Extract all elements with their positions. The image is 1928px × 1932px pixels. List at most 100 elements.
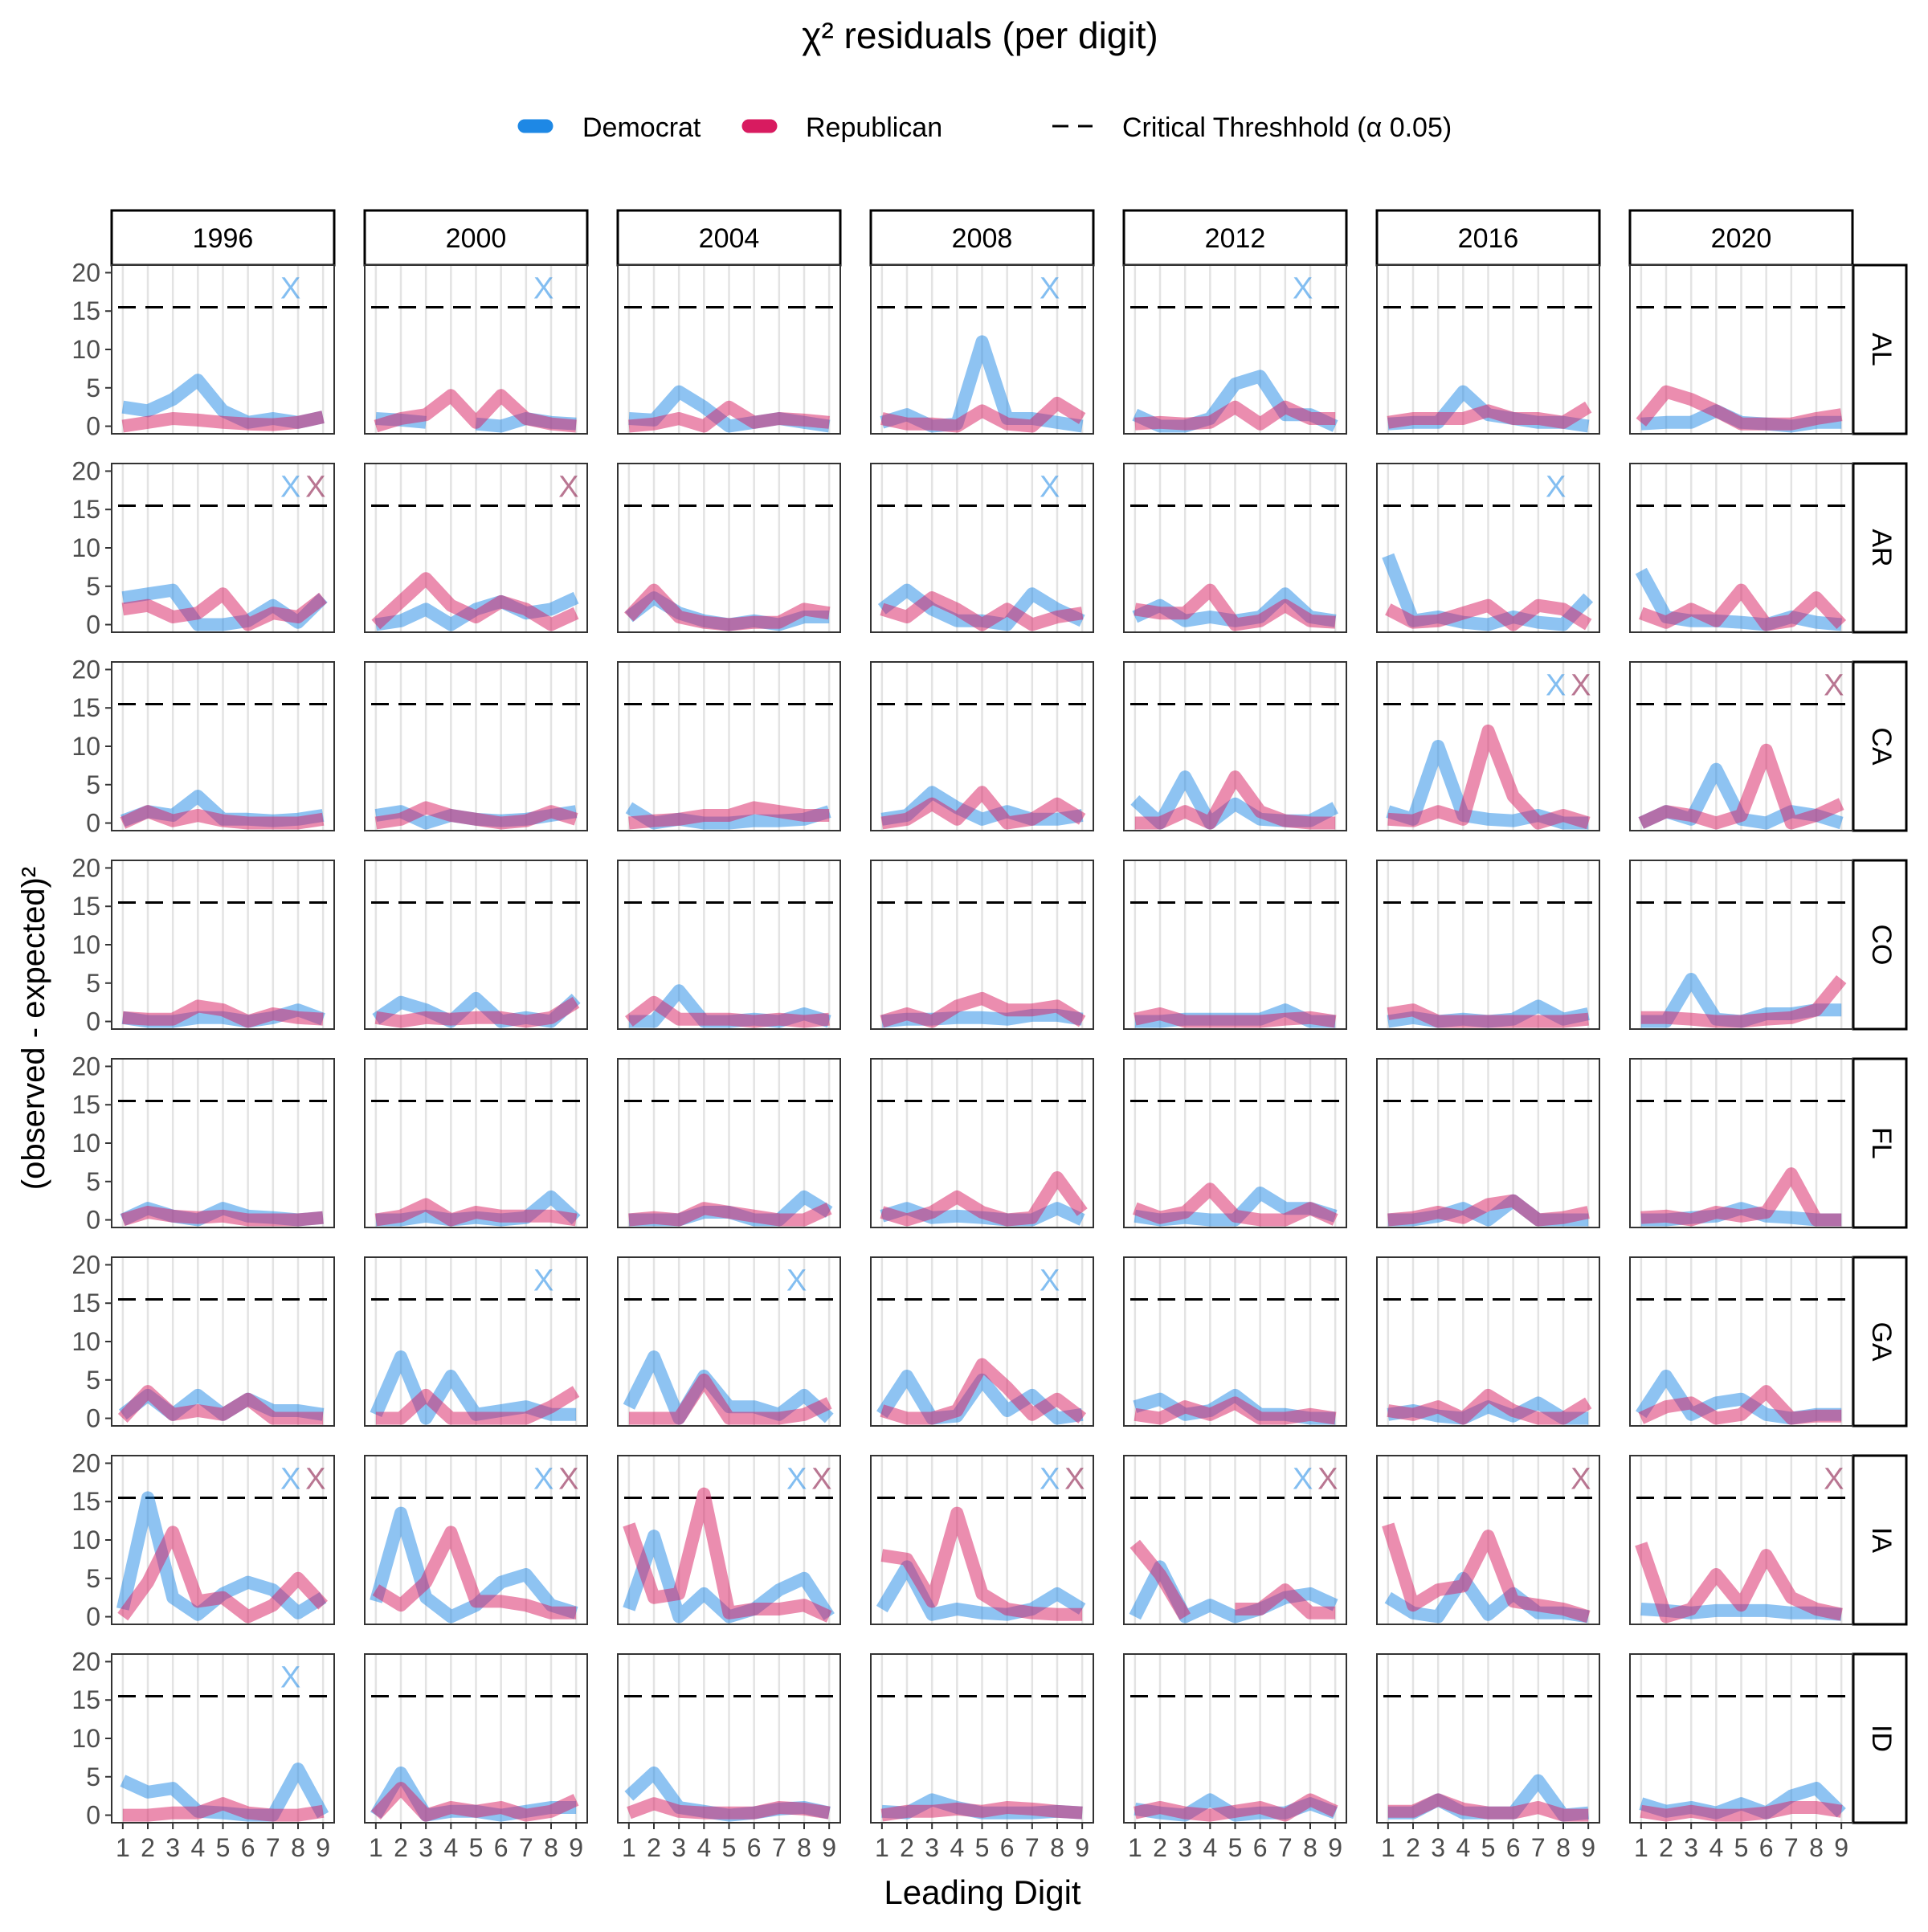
x-tick-label: 7 xyxy=(772,1833,786,1862)
legend-threshold-label: Critical Threshhold (α 0.05) xyxy=(1122,112,1452,143)
panel-CO-2016 xyxy=(1376,860,1600,1030)
x-tick-label: 7 xyxy=(1278,1833,1293,1862)
panel-border xyxy=(1376,661,1600,831)
panel-border xyxy=(364,1256,588,1427)
republican-line xyxy=(880,991,1086,1028)
panel-border xyxy=(870,661,1094,831)
x-tick-label: 8 xyxy=(1809,1833,1824,1862)
republican-line xyxy=(1387,1003,1589,1028)
panel-border xyxy=(364,264,588,435)
panel-CO-2012 xyxy=(1123,860,1347,1030)
republican-line xyxy=(880,1171,1088,1227)
x-tick-label: 4 xyxy=(1456,1833,1470,1862)
democrat-flag-marker: X xyxy=(1040,272,1060,306)
panel-GA-1996 xyxy=(111,1256,335,1427)
democrat-line xyxy=(374,591,579,631)
year-strip-label-2000: 2000 xyxy=(446,223,507,254)
panel-border xyxy=(1376,463,1600,633)
democrat-flag-marker: X xyxy=(786,1264,807,1298)
x-tick-label: 2 xyxy=(647,1833,661,1862)
panel-border xyxy=(1376,264,1600,435)
panel-border xyxy=(111,463,335,633)
x-tick-label: 2 xyxy=(394,1833,408,1862)
panel-border xyxy=(617,860,841,1030)
x-tick-label: 4 xyxy=(443,1833,458,1862)
x-tick-label: 1 xyxy=(875,1833,889,1862)
y-tick-label: 5 xyxy=(86,969,100,998)
republican-line xyxy=(122,999,324,1028)
panel-border xyxy=(870,1455,1094,1625)
panel-border xyxy=(870,1653,1094,1824)
x-tick-label: 7 xyxy=(519,1833,533,1862)
panel-AL-2012: X xyxy=(1123,264,1347,435)
panel-FL-2000 xyxy=(364,1058,588,1228)
y-tick-label: 10 xyxy=(71,1327,100,1356)
panel-AL-1996: X xyxy=(111,264,335,435)
state-strip-CA xyxy=(1852,660,1908,832)
x-tick-label: 2 xyxy=(1406,1833,1420,1862)
panel-border xyxy=(1629,1058,1853,1228)
panel-ID-2004 xyxy=(617,1653,841,1824)
republican-line xyxy=(1638,743,1844,830)
panel-border xyxy=(1123,661,1347,831)
year-strip-label-2016: 2016 xyxy=(1458,223,1519,254)
y-tick-label: 15 xyxy=(71,1090,100,1119)
y-tick-label: 15 xyxy=(71,693,100,722)
republican-line xyxy=(1134,770,1336,830)
y-tick-label: 5 xyxy=(86,1564,100,1593)
republican-line xyxy=(117,1526,328,1624)
year-strip-label-2012: 2012 xyxy=(1205,223,1266,254)
democrat-flag-marker: X xyxy=(1040,1463,1060,1497)
panel-border xyxy=(1629,661,1853,831)
republican-line xyxy=(628,400,830,433)
year-strip-2008 xyxy=(869,209,1095,267)
panel-border xyxy=(1629,463,1853,633)
panel-border xyxy=(111,264,335,435)
x-tick-label: 9 xyxy=(822,1833,836,1862)
republican-line xyxy=(374,1198,578,1227)
y-tick-label: 20 xyxy=(71,1052,100,1080)
panel-FL-2008 xyxy=(870,1058,1094,1228)
republican-line xyxy=(1640,1801,1843,1822)
y-tick-label: 10 xyxy=(71,930,100,959)
year-strip-2020 xyxy=(1628,209,1854,267)
state-strip-label-GA: GA xyxy=(1866,1321,1897,1361)
republican-line xyxy=(1638,1385,1842,1425)
panel-AR-2020 xyxy=(1629,463,1853,633)
x-tick-label: 2 xyxy=(900,1833,914,1862)
republican-flag-marker: X xyxy=(305,471,325,504)
y-tick-label: 5 xyxy=(86,374,100,402)
year-strip-label-2008: 2008 xyxy=(952,223,1013,254)
y-tick-label: 5 xyxy=(86,1762,100,1791)
republican-line xyxy=(1129,1539,1336,1620)
x-axis-title: Leading Digit xyxy=(884,1873,1081,1911)
state-strip-label-AR: AR xyxy=(1866,529,1897,566)
republican-line xyxy=(1382,1522,1591,1624)
panel-border xyxy=(870,1058,1094,1228)
state-strip-AL xyxy=(1852,263,1908,435)
panel-border xyxy=(364,860,588,1030)
panel-border xyxy=(1629,1256,1853,1427)
republican-flag-marker: X xyxy=(1064,1463,1084,1497)
panel-border xyxy=(617,661,841,831)
facet-panels: 1996 2000 2004 2008 2012 2016 2020AL05101520AR… xyxy=(71,209,1908,1862)
y-tick-label: 20 xyxy=(71,1448,100,1477)
republican-line xyxy=(1385,598,1592,631)
y-tick-label: 10 xyxy=(71,335,100,364)
democrat-flag-marker: X xyxy=(533,272,553,306)
x-tick-label: 3 xyxy=(672,1833,686,1862)
panel-ID-1996: X xyxy=(111,1653,335,1824)
panel-border xyxy=(617,1058,841,1228)
republican-line xyxy=(1387,724,1591,830)
republican-line xyxy=(628,1373,832,1425)
legend-democrat-label: Democrat xyxy=(582,112,701,143)
panel-border xyxy=(617,1653,841,1824)
republican-flag-marker: X xyxy=(1824,1463,1844,1497)
x-tick-label: 1 xyxy=(1634,1833,1648,1862)
y-tick-label: 10 xyxy=(71,1526,100,1554)
republican-flag-marker: X xyxy=(811,1463,831,1497)
state-strip-ID xyxy=(1852,1652,1908,1824)
